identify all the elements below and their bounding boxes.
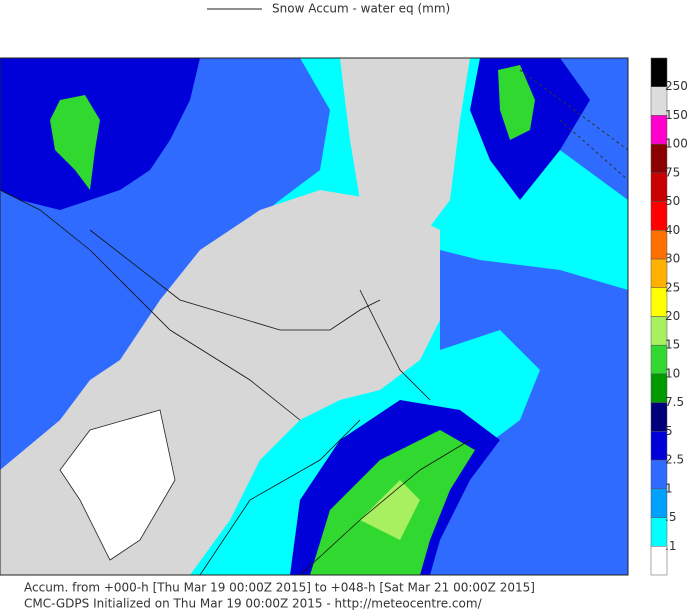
lake [59,409,176,561]
map-frame [0,57,629,576]
colorbar-label: 2.5 [665,453,684,467]
colorbar-label: 25 [665,280,680,294]
colorbar: 250 150 100 75 50 40 30 25 20 15 10 7.5 5 2.5 1 .5 .1 [650,57,688,576]
colorbar-label: .1 [665,539,676,553]
field-heavy [0,58,200,210]
map-title: Snow Accum - water eq (mm) [272,2,450,16]
colorbar-label: 20 [665,309,680,323]
field-green [50,95,100,190]
colorbar-label: 7.5 [665,395,684,409]
footer-line1: Accum. from +000-h [Thu Mar 19 00:00Z 20… [24,581,535,595]
colorbar-label: .5 [665,510,676,524]
map [0,57,629,576]
footer-line2: CMC-GDPS Initialized on Thu Mar 19 00:00… [24,597,483,610]
colorbar-label: 50 [665,194,680,208]
colorbar-bin [650,546,668,576]
field-se-light-green [360,480,420,540]
colorbar-label: 1 [665,481,673,495]
colorbar-label: 75 [665,165,680,179]
field-ne-green [498,65,535,140]
colorbar-label: 250 [665,79,688,93]
colorbar-label: 30 [665,252,680,266]
colorbar-label: 10 [665,366,680,380]
colorbar-label: 100 [665,137,688,151]
dashed-lines [519,69,628,181]
colorbar-label: 150 [665,108,688,122]
colorbar-label: 15 [665,338,680,352]
borders [0,189,471,575]
colorbar-label: 5 [665,424,673,438]
colorbar-label: 40 [665,223,680,237]
